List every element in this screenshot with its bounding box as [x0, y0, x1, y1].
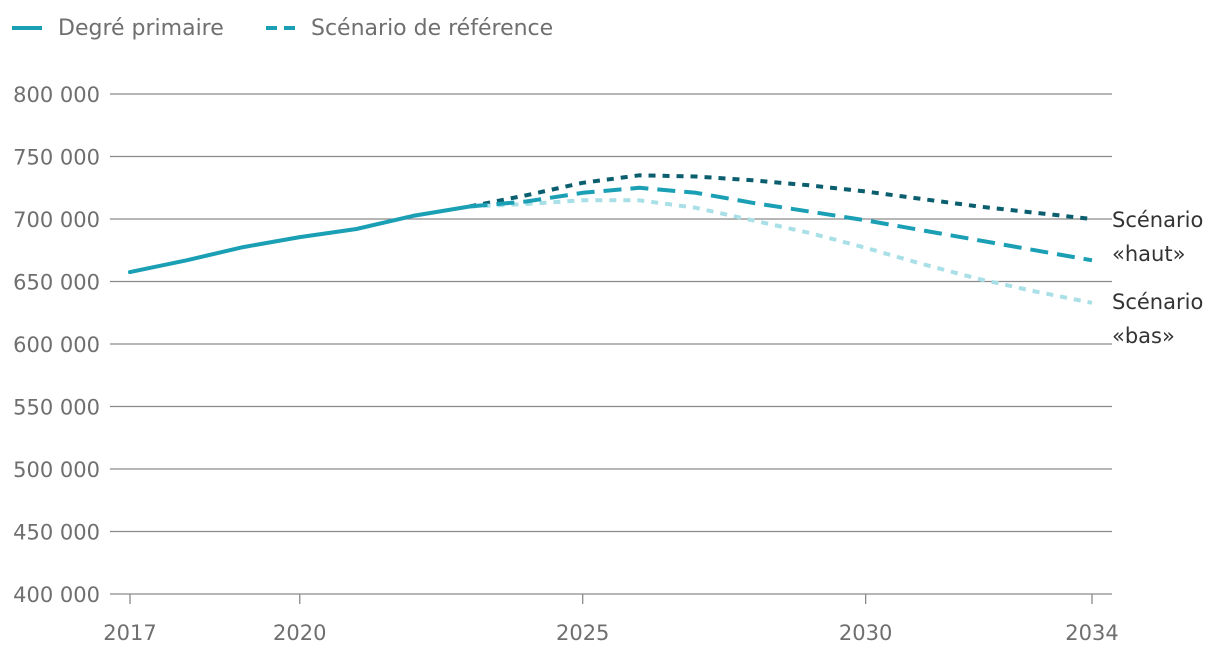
annotation-bas-line2: «bas» [1112, 324, 1175, 348]
y-tick-label: 400 000 [13, 583, 100, 607]
annotations: Scénario «haut» Scénario «bas» [1112, 208, 1203, 348]
annotation-haut-line1: Scénario [1112, 208, 1203, 232]
x-tick-label: 2025 [556, 621, 609, 645]
series-line-observed [128, 204, 472, 275]
gridlines [110, 93, 1112, 595]
annotation-bas-line1: Scénario [1112, 290, 1203, 314]
y-tick-label: 650 000 [13, 271, 100, 295]
legend-label-reference: Scénario de référence [311, 16, 553, 41]
x-tick-label: 2030 [839, 621, 892, 645]
series-line-reference [469, 185, 1093, 263]
x-axis: 2017 2020 2025 2030 2034 [103, 594, 1119, 645]
legend-label-observed: Degré primaire [58, 16, 224, 41]
y-tick-label: 750 000 [13, 146, 100, 170]
y-axis: 400 000 450 000 500 000 550 000 600 000 650 0… [13, 83, 100, 607]
x-tick-label: 2034 [1065, 621, 1118, 645]
legend: Degré primaire Scénario de référence [12, 16, 553, 41]
y-tick-label: 700 000 [13, 208, 100, 232]
series-line-bas [469, 198, 1093, 305]
annotation-haut-line2: «haut» [1112, 242, 1185, 266]
y-tick-label: 450 000 [13, 521, 100, 545]
y-tick-label: 550 000 [13, 396, 100, 420]
x-tick-label: 2017 [103, 621, 156, 645]
x-tick-label: 2020 [273, 621, 326, 645]
series-line-haut [469, 173, 1093, 221]
y-tick-label: 800 000 [13, 83, 100, 107]
series-lines [128, 173, 1093, 305]
y-tick-label: 600 000 [13, 333, 100, 357]
y-tick-label: 500 000 [13, 458, 100, 482]
